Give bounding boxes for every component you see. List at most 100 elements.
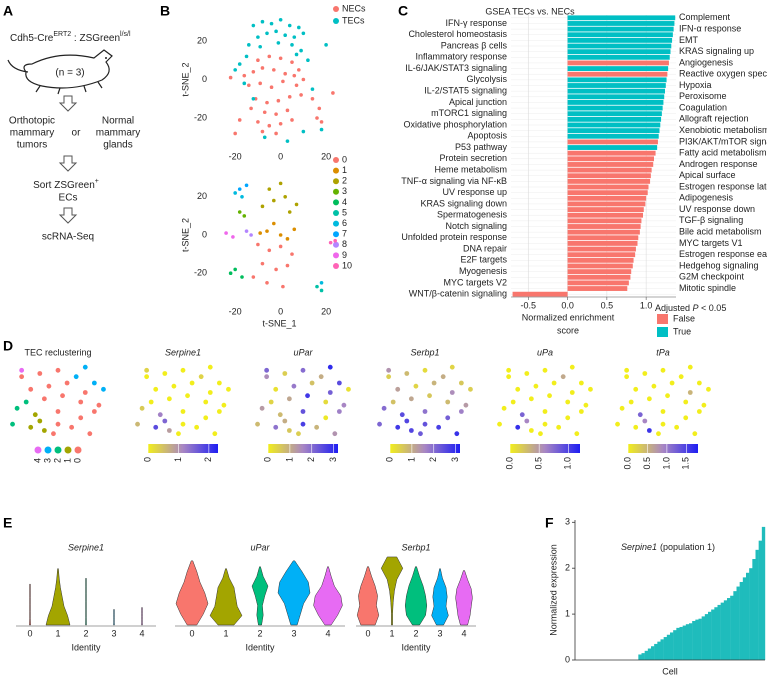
legend-swatch — [657, 327, 668, 337]
panel-title: Serbp1 — [401, 542, 430, 552]
panel-title: tPa — [656, 347, 670, 357]
category-label: IL-2/STAT5 signaling — [424, 86, 507, 96]
bar — [657, 641, 661, 660]
bar — [567, 195, 647, 201]
category-label: KRAS signaling up — [679, 46, 754, 56]
cell-point — [624, 367, 630, 373]
cell-point — [69, 424, 75, 430]
cell-point — [646, 396, 652, 402]
category-label: Heme metabolism — [434, 164, 507, 174]
point — [317, 106, 322, 111]
genotype-part: : ZSGreen — [71, 33, 120, 44]
legend-swatch — [333, 263, 339, 269]
point — [258, 44, 262, 49]
category-label: UV response down — [679, 204, 755, 214]
cell-point — [28, 424, 34, 430]
point — [290, 60, 294, 64]
cell-point — [560, 374, 566, 380]
bar — [567, 241, 638, 246]
bar — [567, 105, 663, 111]
point — [319, 288, 324, 293]
legend-label: TECs — [342, 15, 365, 25]
cell-point — [660, 421, 666, 427]
colorbar-tick-label: 1.5 — [681, 457, 691, 470]
bar — [682, 625, 687, 660]
cell-point — [583, 402, 589, 408]
bar — [679, 626, 683, 660]
x-axis-title: score — [557, 325, 579, 335]
x-axis-title: Cell — [662, 666, 678, 676]
point — [262, 135, 267, 140]
bar — [739, 581, 744, 660]
point — [333, 238, 337, 243]
category-label: Complement — [679, 12, 731, 22]
point — [294, 83, 299, 88]
cell-point — [144, 367, 150, 373]
point — [274, 29, 278, 34]
bar — [567, 128, 660, 134]
point — [258, 81, 262, 86]
cell-point — [157, 412, 163, 418]
point — [315, 116, 319, 120]
category-label: Notch signaling — [445, 221, 507, 231]
y-tick-label: -20 — [194, 268, 207, 278]
point — [278, 17, 283, 22]
y-axis-title: t-SNE_2 — [180, 218, 190, 252]
cell-point — [701, 402, 707, 408]
bar — [663, 637, 668, 660]
y-tick-label: 0 — [202, 74, 207, 84]
bar — [761, 526, 766, 660]
category-label: UV response up — [442, 187, 507, 197]
cell-point — [78, 415, 84, 421]
cell-point — [619, 405, 625, 411]
category-label: TNF-α signaling via NF-κB — [401, 176, 507, 186]
category-label: Inflammatory response — [415, 52, 507, 62]
bar — [567, 201, 646, 207]
workflow: Cdh5-CreERT2 : ZSGreenl/s/l (n = 3) Orth… — [7, 31, 140, 243]
point — [233, 131, 237, 136]
y-tick-label: 3 — [565, 517, 570, 527]
y-axis-title: t-SNE_2 — [180, 62, 190, 96]
cell-point — [273, 424, 279, 430]
cell-point — [341, 402, 347, 408]
bar — [567, 26, 674, 32]
point — [256, 242, 260, 247]
bar — [567, 122, 661, 128]
point — [244, 54, 249, 59]
glands-line: glands — [103, 140, 132, 151]
cell-point — [463, 402, 469, 408]
cell-point — [506, 367, 512, 373]
cell-point — [569, 364, 575, 370]
genotype-part: Cdh5-Cre — [10, 33, 54, 44]
category-label: Glycolysis — [466, 74, 507, 84]
bar — [567, 246, 636, 252]
cell-point — [633, 424, 639, 430]
bar — [654, 643, 658, 660]
y-tick-label: 0 — [202, 229, 207, 239]
point — [285, 263, 290, 268]
cell-point — [282, 418, 288, 424]
cell-point — [264, 374, 270, 380]
colorbar-tick-label: 1.0 — [661, 457, 671, 470]
category-label: Androgen response — [679, 159, 758, 169]
cell-point — [96, 402, 102, 408]
violin — [209, 568, 243, 626]
cell-point — [194, 424, 200, 430]
cell-point — [14, 405, 20, 411]
cell-point — [207, 390, 213, 395]
cell-point — [216, 409, 222, 414]
point — [287, 210, 292, 214]
cell-point — [314, 424, 320, 430]
legend-label: 2 — [52, 458, 62, 463]
point — [258, 231, 262, 235]
x-tick-label: 2 — [257, 628, 262, 638]
cell-point — [28, 386, 34, 392]
bar — [512, 291, 568, 297]
cell-point — [300, 367, 306, 373]
cell-point — [180, 367, 186, 373]
legend-swatch — [333, 220, 339, 227]
violin — [141, 607, 143, 626]
point — [276, 41, 281, 45]
cell-point — [542, 421, 548, 427]
point — [249, 233, 253, 237]
